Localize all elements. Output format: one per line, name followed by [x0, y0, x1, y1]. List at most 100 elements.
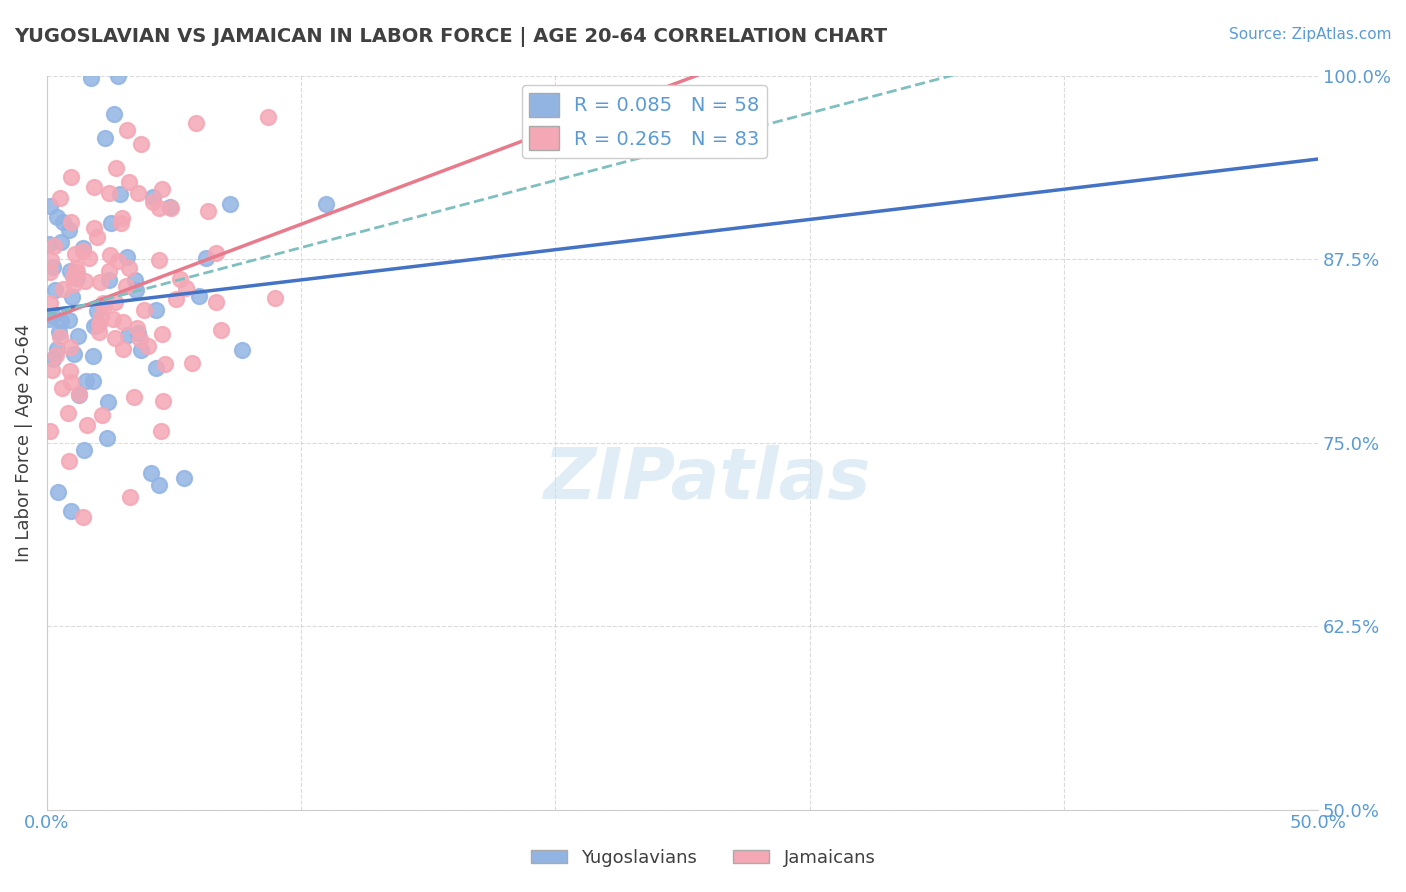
Point: [59, 364, 82, 378]
Point: [107, 254, 129, 268]
Point: [103, 331, 125, 345]
Point: [124, 273, 146, 287]
Point: [117, 327, 139, 342]
Point: [39, 199, 62, 213]
Point: [72, 241, 94, 255]
Point: [38, 296, 60, 310]
Point: [149, 424, 172, 438]
Point: [142, 190, 165, 204]
Point: [145, 302, 167, 317]
Point: [111, 314, 134, 328]
Point: [194, 252, 217, 266]
Point: [65, 247, 87, 261]
Point: [60, 504, 83, 518]
Point: [63, 277, 86, 291]
Point: [148, 478, 170, 492]
Point: [90, 408, 112, 422]
Point: [83, 319, 105, 334]
Point: [91, 296, 114, 310]
Point: [315, 196, 337, 211]
Point: [58, 454, 80, 468]
Point: [59, 340, 82, 354]
Point: [45, 348, 67, 362]
Point: [150, 326, 173, 341]
Point: [89, 317, 111, 331]
Point: [48, 484, 70, 499]
Point: [122, 390, 145, 404]
Point: [120, 490, 142, 504]
Point: [103, 312, 125, 326]
Point: [59, 170, 82, 185]
Point: [96, 431, 118, 445]
Point: [127, 186, 149, 201]
Point: [152, 394, 174, 409]
Point: [115, 279, 138, 293]
Point: [219, 197, 242, 211]
Point: [180, 356, 202, 370]
Point: [205, 295, 228, 310]
Point: [38, 237, 60, 252]
Point: [58, 313, 80, 327]
Point: [97, 395, 120, 409]
Point: [60, 290, 83, 304]
Point: [41, 362, 63, 376]
Point: [150, 182, 173, 196]
Point: [111, 211, 134, 225]
Point: [44, 283, 66, 297]
Point: [42, 309, 65, 323]
Point: [82, 374, 104, 388]
Point: [63, 347, 86, 361]
Point: [115, 123, 138, 137]
Point: [67, 388, 90, 402]
Point: [231, 343, 253, 357]
Y-axis label: In Labor Force | Age 20-64: In Labor Force | Age 20-64: [15, 324, 32, 562]
Point: [38, 312, 60, 326]
Point: [94, 130, 117, 145]
Point: [67, 386, 90, 401]
Point: [76, 418, 98, 433]
Point: [128, 332, 150, 346]
Text: ZIPatlas: ZIPatlas: [544, 445, 872, 514]
Point: [38, 424, 60, 438]
Text: YUGOSLAVIAN VS JAMAICAN IN LABOR FORCE | AGE 20-64 CORRELATION CHART: YUGOSLAVIAN VS JAMAICAN IN LABOR FORCE |…: [14, 27, 887, 46]
Point: [89, 276, 111, 290]
Point: [38, 264, 60, 278]
Point: [52, 282, 75, 296]
Point: [127, 326, 149, 341]
Point: [173, 471, 195, 485]
Point: [46, 342, 69, 356]
Point: [75, 274, 97, 288]
Point: [56, 406, 79, 420]
Point: [82, 349, 104, 363]
Point: [160, 202, 183, 216]
Point: [184, 115, 207, 129]
Point: [72, 244, 94, 258]
Point: [105, 161, 128, 175]
Point: [118, 261, 141, 276]
Point: [118, 175, 141, 189]
Point: [66, 265, 89, 279]
Point: [60, 215, 83, 229]
Point: [148, 253, 170, 268]
Point: [153, 357, 176, 371]
Point: [48, 326, 70, 340]
Point: [90, 310, 112, 324]
Point: [49, 314, 72, 328]
Point: [51, 381, 73, 395]
Point: [132, 303, 155, 318]
Point: [49, 191, 72, 205]
Point: [72, 510, 94, 524]
Point: [80, 70, 103, 85]
Point: [65, 261, 87, 276]
Point: [87, 325, 110, 339]
Point: [83, 221, 105, 235]
Point: [188, 289, 211, 303]
Point: [169, 272, 191, 286]
Point: [42, 260, 65, 274]
Point: [111, 342, 134, 356]
Point: [148, 201, 170, 215]
Point: [58, 223, 80, 237]
Point: [129, 343, 152, 357]
Point: [98, 264, 121, 278]
Point: [205, 246, 228, 260]
